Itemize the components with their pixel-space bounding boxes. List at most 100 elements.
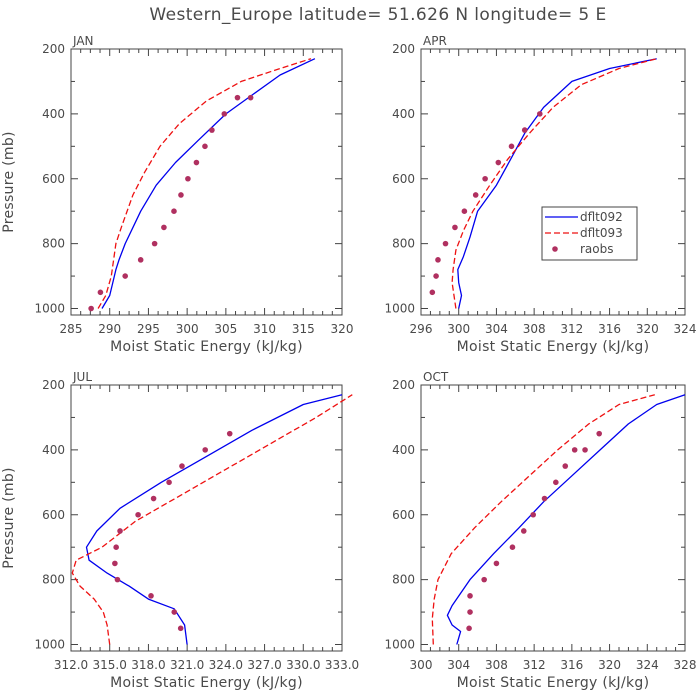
- x-tick-label: 285: [60, 322, 83, 336]
- raobs-point: [226, 430, 233, 437]
- legend: dflt092 dflt093 raobs: [541, 206, 638, 261]
- x-tick-label: 333.0: [325, 658, 359, 672]
- x-tick-label: 321.0: [170, 658, 204, 672]
- legend-label: dflt093: [580, 226, 623, 240]
- x-tick-label: 312: [523, 658, 546, 672]
- x-tick-label: 295: [137, 322, 160, 336]
- y-tick-label: 600: [42, 172, 65, 186]
- x-axis-label: Moist Static Energy (kJ/kg): [457, 339, 650, 355]
- x-tick-label: 328: [674, 658, 697, 672]
- y-tick-label: 200: [392, 42, 415, 56]
- x-tick-label: 305: [214, 322, 237, 336]
- plot-frame: [70, 384, 343, 652]
- raobs-point: [429, 289, 436, 296]
- raobs-point: [161, 224, 167, 231]
- x-tick-label: 316: [560, 658, 583, 672]
- legend-label: dflt092: [580, 210, 623, 224]
- x-tick-label: 308: [485, 658, 508, 672]
- raobs-point: [234, 94, 241, 101]
- raobs-point: [482, 175, 488, 182]
- raobs-point: [221, 111, 228, 117]
- raobs-point: [541, 495, 548, 502]
- y-tick-label: 800: [42, 573, 65, 587]
- raobs-point: [113, 544, 119, 550]
- x-tick-label: 304: [485, 322, 508, 336]
- raobs-point: [88, 305, 94, 312]
- panel-title: JUL: [72, 370, 92, 384]
- x-tick-label: 312.0: [54, 658, 88, 672]
- panel-title: APR: [423, 34, 447, 48]
- raobs-point: [112, 560, 118, 567]
- dflt093-line: [97, 58, 312, 309]
- raobs-point: [97, 289, 104, 296]
- raobs-point: [537, 111, 543, 117]
- raobs-point: [114, 576, 121, 583]
- raobs-point: [509, 544, 516, 550]
- x-tick-label: 290: [98, 322, 121, 336]
- raobs-point: [520, 528, 527, 534]
- raobs-point: [461, 208, 468, 214]
- raobs-point: [452, 224, 458, 231]
- raobs-point: [166, 479, 172, 486]
- panel-title: OCT: [423, 370, 449, 384]
- raobs-point: [433, 273, 439, 279]
- x-tick-label: 320: [636, 322, 659, 336]
- chart-panels: JAN 285 290 295 300 305 310 315 320 200 400 600 800 1…: [1, 34, 696, 691]
- y-tick-label: 1000: [34, 638, 65, 652]
- panel-oct: OCT 300 304 308 312 316 320 324 328 200 400 600 800 1…: [384, 370, 696, 691]
- dflt092-line: [446, 394, 686, 645]
- raobs-point: [179, 463, 185, 469]
- dflt092-line: [85, 394, 343, 645]
- raobs-point: [135, 511, 141, 518]
- raobs-point: [467, 609, 473, 615]
- y-tick-label: 400: [42, 107, 65, 121]
- x-axis-label: Moist Static Energy (kJ/kg): [110, 675, 303, 691]
- raobs-point: [177, 625, 184, 632]
- raobs-point: [571, 447, 578, 453]
- y-tick-label: 1000: [34, 302, 65, 316]
- raobs-point: [562, 463, 569, 469]
- y-tick-label: 600: [42, 508, 65, 522]
- raobs-point: [435, 257, 441, 263]
- y-tick-label: 1000: [384, 302, 415, 316]
- x-tick-label: 327.0: [247, 658, 281, 672]
- raobs-point: [171, 208, 177, 214]
- raobs-point: [185, 175, 191, 182]
- dflt093-line: [71, 394, 353, 645]
- x-tick-label: 324: [636, 658, 659, 672]
- raobs-point: [466, 625, 472, 632]
- x-tick-label: 324: [674, 322, 697, 336]
- y-tick-label: 200: [392, 378, 415, 392]
- x-axis-label: Moist Static Energy (kJ/kg): [110, 339, 303, 355]
- y-tick-label: 600: [392, 508, 415, 522]
- panel-apr: APR 296 300 304 308 312 316 320 324 200 400 600 800 1…: [384, 34, 696, 355]
- dflt092-line: [101, 58, 316, 309]
- plot-frame: [420, 384, 686, 652]
- raobs-point: [171, 609, 178, 615]
- raobs-point: [481, 576, 487, 583]
- x-tick-label: 320: [331, 322, 354, 336]
- panel-title: JAN: [72, 34, 94, 48]
- y-tick-label: 800: [392, 573, 415, 587]
- x-tick-label: 324.0: [209, 658, 243, 672]
- x-tick-label: 304: [447, 658, 470, 672]
- dflt092-line: [457, 58, 657, 309]
- x-tick-label: 296: [410, 322, 433, 336]
- raobs-point: [521, 127, 528, 133]
- raobs-point: [122, 273, 128, 279]
- panel-jan: JAN 285 290 295 300 305 310 315 320 200 400 600 800 1…: [1, 34, 353, 355]
- y-tick-label: 400: [392, 107, 415, 121]
- raobs-point: [193, 159, 200, 166]
- raobs-point: [495, 159, 502, 166]
- x-tick-label: 308: [523, 322, 546, 336]
- raobs-point: [467, 593, 473, 599]
- y-axis-label: Pressure (mb): [1, 467, 17, 569]
- raobs-point: [442, 240, 449, 247]
- x-tick-label: 320: [598, 658, 621, 672]
- x-axis-label: Moist Static Energy (kJ/kg): [457, 675, 650, 691]
- raobs-point: [596, 430, 602, 437]
- raobs-point: [472, 192, 479, 198]
- raobs-point: [247, 94, 254, 101]
- raobs-point: [150, 495, 157, 502]
- raobs-point: [582, 447, 588, 453]
